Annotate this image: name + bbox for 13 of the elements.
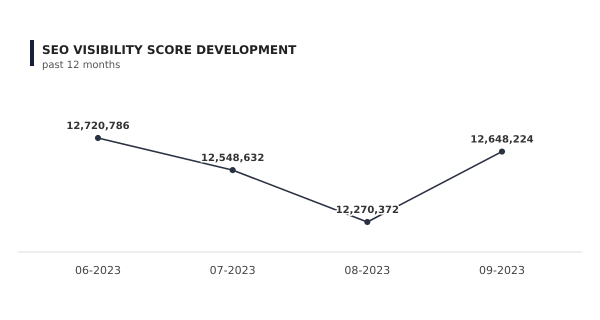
x-tick-label: 08-2023 <box>344 264 390 277</box>
data-label: 12,548,632 <box>201 153 264 164</box>
point <box>364 218 370 226</box>
x-tick-label: 09-2023 <box>479 264 525 277</box>
point <box>94 134 102 142</box>
point <box>230 167 236 174</box>
chart-title: SEO VISIBILITY SCORE DEVELOPMENT <box>42 43 298 57</box>
chart-subtitle: past 12 months <box>42 60 120 71</box>
x-tick-label: 07-2023 <box>210 264 256 277</box>
point <box>498 148 506 155</box>
data-label: 12,648,224 <box>470 134 534 146</box>
x-tick-label: 06-2023 <box>75 264 121 277</box>
data-label: 12,720,786 <box>66 121 130 132</box>
